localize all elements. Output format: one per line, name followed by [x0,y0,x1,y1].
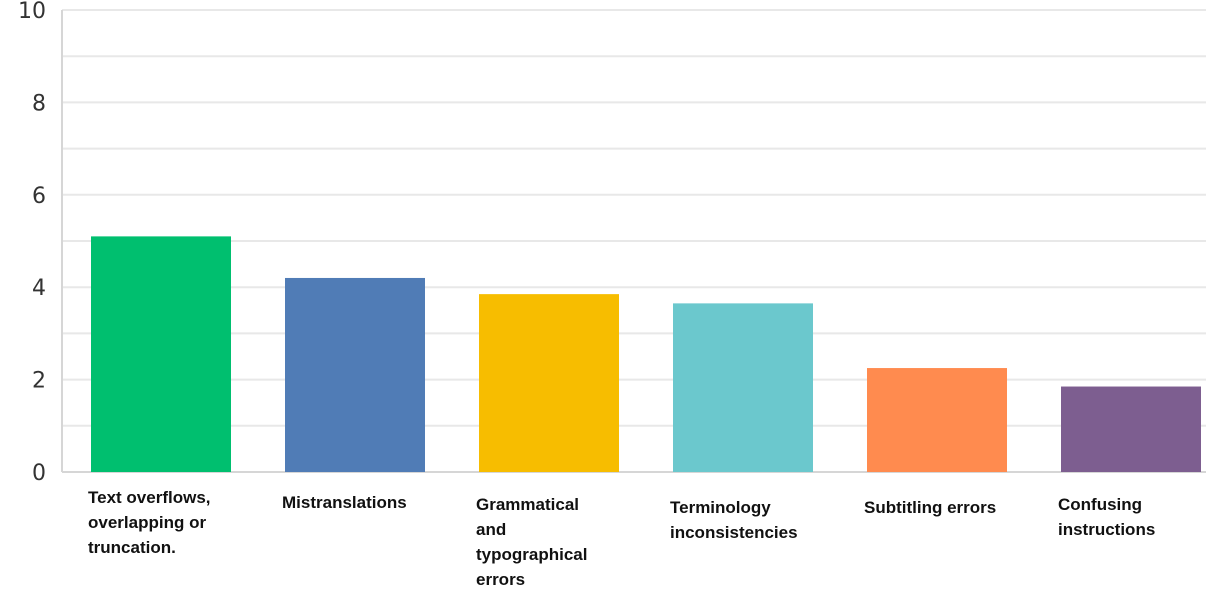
x-tick-label-line: and [476,520,506,539]
x-tick-label: Confusing instructions [1058,495,1155,539]
y-axis-ticks: 0 2 4 6 8 10 [18,0,46,486]
x-tick-label-line: instructions [1058,520,1155,539]
bars [91,236,1201,472]
x-tick-label: Terminology inconsistencies [670,498,798,542]
y-tick-label: 8 [32,91,46,116]
y-tick-label: 6 [32,184,46,209]
bar-4 [673,303,813,472]
x-tick-label-line: Mistranslations [282,493,407,512]
x-tick-label-line: inconsistencies [670,523,798,542]
x-tick-label-line: Terminology [670,498,771,517]
x-tick-label-line: Subtitling errors [864,498,996,517]
y-tick-label: 0 [32,461,46,486]
y-tick-label: 2 [32,369,46,394]
bar-2 [285,277,425,472]
x-tick-label-line: errors [476,570,525,589]
x-tick-label-line: truncation. [88,538,176,557]
y-tick-label: 4 [32,276,46,301]
x-tick-label: Mistranslations [282,493,407,512]
y-tick-label: 10 [18,0,46,24]
gridlines [62,9,1206,427]
x-tick-label-line: Text overflows, [88,488,211,507]
x-tick-label: Subtitling errors [864,498,996,517]
x-axis-labels: Text overflows, overlapping or truncation.… [88,488,1155,589]
bar-3 [479,294,619,472]
bar-6 [1061,386,1201,472]
bar-1 [91,236,231,472]
bar-5 [867,368,1007,472]
x-tick-label-line: typographical [476,545,587,564]
x-tick-label-line: Grammatical [476,495,579,514]
x-tick-label: Grammatical and typographical errors [476,495,587,589]
x-tick-label-line: Confusing [1058,495,1142,514]
x-tick-label-line: overlapping or [88,513,206,532]
x-tick-label: Text overflows, overlapping or truncation. [88,488,211,557]
